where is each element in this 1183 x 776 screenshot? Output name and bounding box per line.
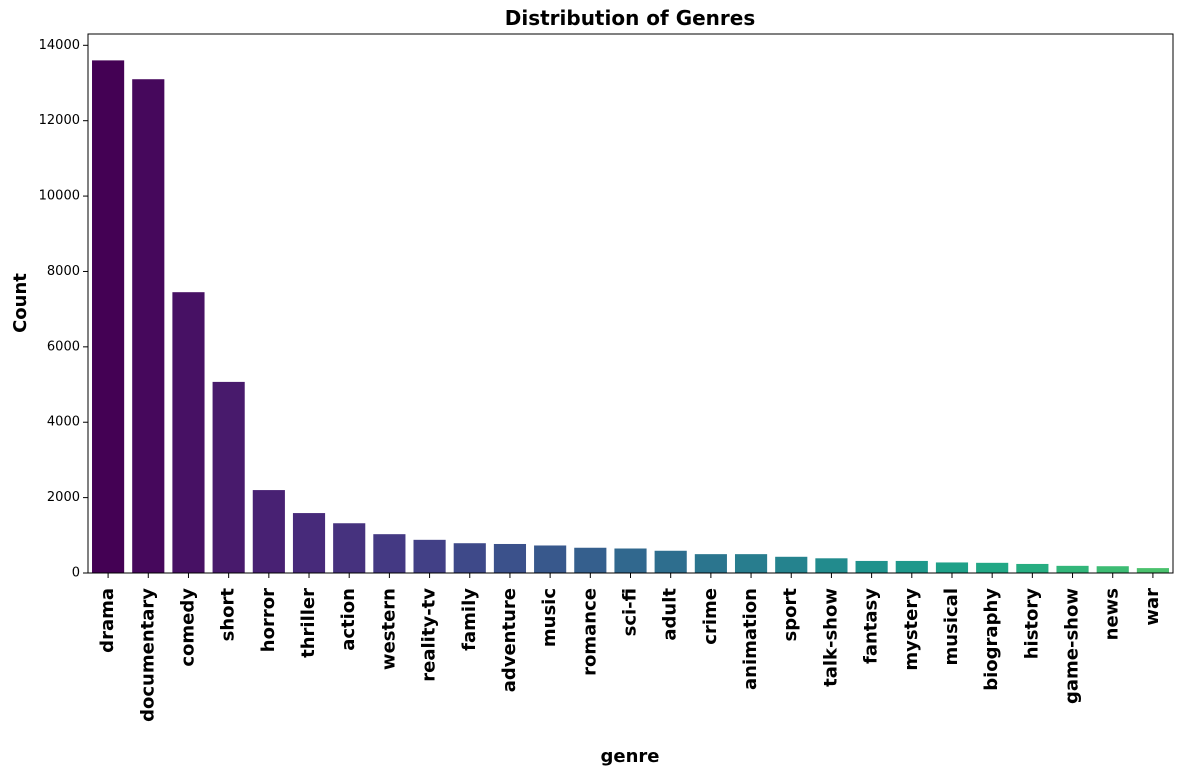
y-axis-ticks: 0 2000 4000 6000 8000 10000 12000 14000: [39, 38, 88, 581]
y-tick-label: 12000: [39, 113, 80, 128]
y-tick-label: 10000: [39, 189, 80, 204]
bar-comedy: [172, 292, 205, 573]
y-tick-label: 8000: [47, 264, 80, 279]
plot-frame: [87, 33, 1174, 574]
bar-western: [373, 534, 406, 573]
y-tick-label: 2000: [47, 490, 80, 505]
bar-mystery: [895, 560, 928, 573]
x-tick-label: horror: [258, 588, 279, 652]
x-tick-label: family: [459, 588, 480, 651]
x-tick-label: fantasy: [861, 588, 882, 664]
bar-animation: [734, 554, 768, 573]
bar-documentary: [132, 79, 165, 573]
x-tick-label: talk-show: [820, 588, 841, 687]
bar-short: [212, 381, 245, 573]
bar-adventure: [493, 543, 527, 573]
bars-group: [92, 60, 1169, 573]
x-tick-label: sci-fi: [620, 588, 641, 636]
x-tick-label: music: [539, 588, 560, 647]
bar-news: [1096, 566, 1129, 573]
bar-thriller: [292, 513, 326, 573]
y-tick-label: 4000: [47, 415, 80, 430]
x-tick-label: adventure: [499, 588, 520, 692]
bar-drama: [92, 60, 125, 573]
bar-romance: [574, 547, 607, 573]
x-tick-label: comedy: [177, 588, 198, 667]
bar-history: [1016, 563, 1049, 573]
x-tick-label: western: [378, 588, 399, 670]
x-tick-label: animation: [740, 588, 761, 690]
x-tick-label: news: [1102, 588, 1123, 640]
y-tick-label: 6000: [47, 339, 80, 354]
x-axis-ticks: drama documentary comedy short horror thrille…: [97, 573, 1163, 722]
x-tick-label: adult: [660, 588, 681, 641]
x-tick-label: game-show: [1062, 588, 1083, 704]
x-axis-title: genre: [601, 746, 660, 767]
x-tick-label: documentary: [137, 588, 158, 722]
bar-reality-tv: [413, 539, 446, 573]
x-tick-label: sport: [780, 588, 801, 642]
y-tick-label: 0: [72, 566, 80, 581]
chart-title: Distribution of Genres: [505, 6, 756, 30]
bar-action: [333, 523, 366, 573]
x-tick-label: short: [218, 588, 239, 642]
x-tick-label: war: [1142, 588, 1163, 626]
bar-fantasy: [855, 560, 888, 573]
x-tick-label: crime: [700, 588, 721, 645]
bar-music: [534, 545, 567, 573]
bar-adult: [654, 550, 687, 573]
x-tick-label: thriller: [298, 588, 319, 658]
bar-game-show: [1056, 565, 1089, 573]
x-tick-label: biography: [981, 588, 1002, 691]
bar-biography: [976, 562, 1009, 573]
bar-sci-fi: [614, 548, 647, 573]
x-tick-label: musical: [941, 588, 962, 665]
y-axis-title: Count: [10, 273, 31, 333]
x-tick-label: mystery: [901, 588, 922, 671]
x-tick-label: history: [1021, 588, 1042, 660]
x-tick-label: drama: [97, 588, 118, 653]
bar-talk-show: [815, 558, 848, 573]
bar-family: [453, 543, 486, 573]
x-tick-label: reality-tv: [419, 588, 440, 682]
x-tick-label: romance: [579, 588, 600, 676]
y-tick-label: 14000: [39, 38, 80, 53]
bar-sport: [775, 556, 808, 573]
bar-horror: [252, 490, 285, 573]
bar-musical: [935, 562, 969, 573]
bar-war: [1136, 568, 1169, 573]
x-tick-label: action: [338, 588, 359, 651]
bar-crime: [694, 554, 727, 573]
